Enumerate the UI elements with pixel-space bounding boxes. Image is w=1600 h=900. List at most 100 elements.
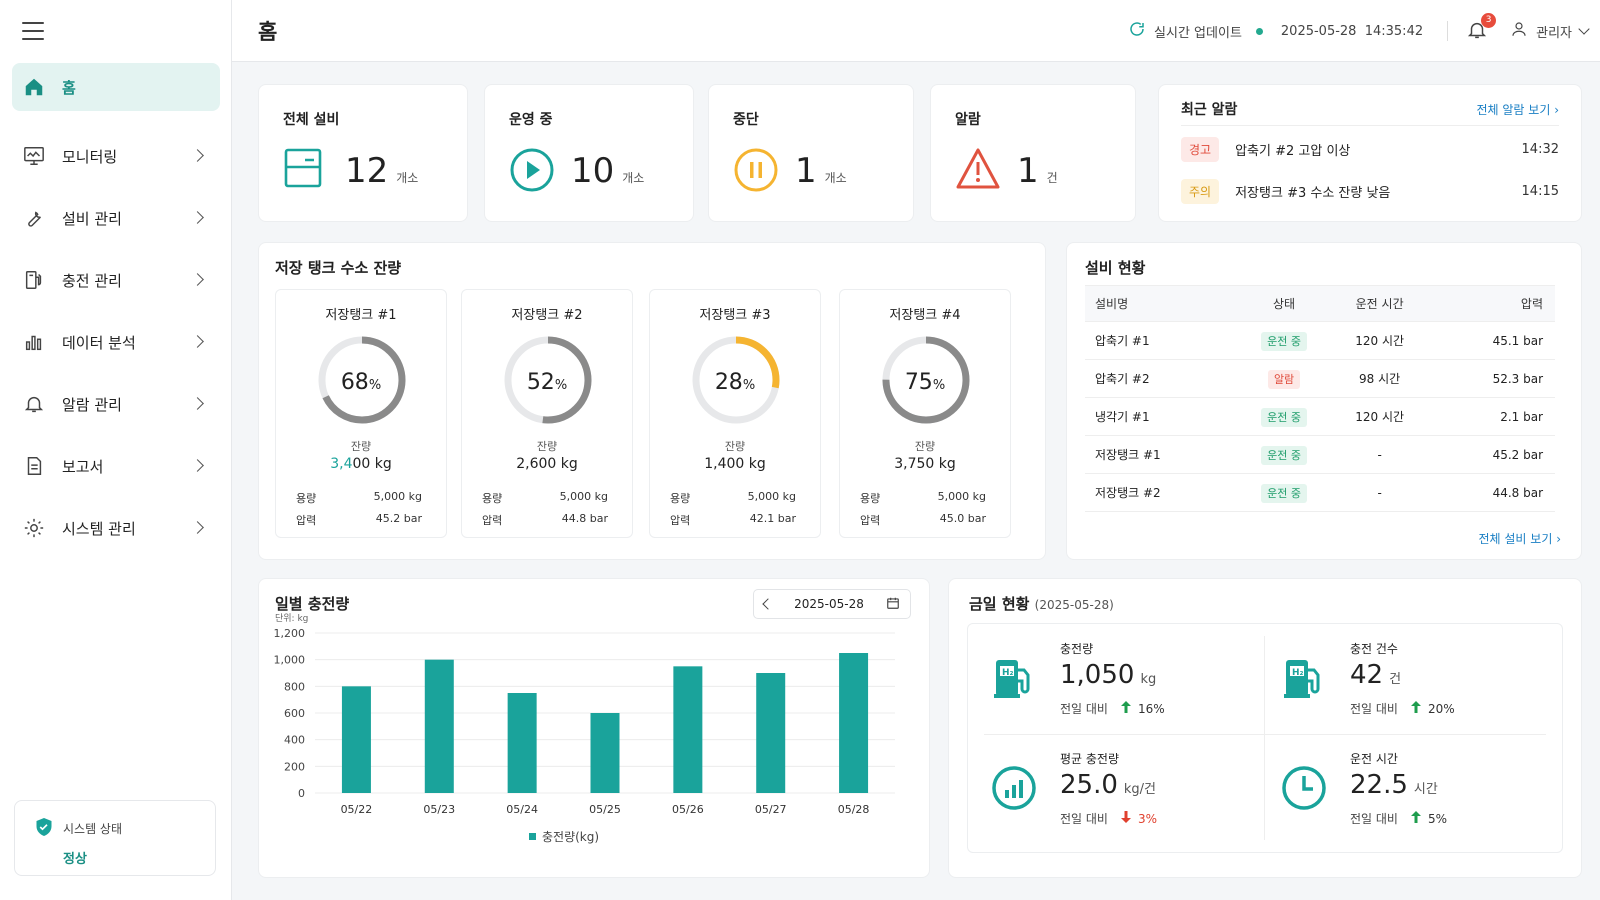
- menu-icon[interactable]: [22, 22, 44, 40]
- tank-percent: 52%: [526, 370, 568, 395]
- date-value: 2025-05-28: [794, 597, 864, 611]
- panel-title: 최근 알람: [1181, 102, 1238, 118]
- bar: [839, 653, 869, 793]
- tank-card[interactable]: 저장탱크 #4 75% 잔량 3,750 kg 용량 5,000 kg 압력 45.0 bar: [839, 289, 1011, 538]
- user-icon: [1510, 20, 1528, 42]
- system-status-value: 정상: [63, 852, 87, 867]
- view-all-equipment-link[interactable]: 전체 설비 보기 ›: [1478, 532, 1562, 546]
- table-row[interactable]: 압축기 #1 운전 중 120 시간 45.1 bar: [1085, 321, 1555, 360]
- bar-chart: 단위: kg 0 200 400 600 800 1,000 1,200 05/22 05/23 0…: [274, 613, 895, 844]
- shield-check-icon: [35, 817, 53, 840]
- alarm-message: 압축기 #2 고압 이상: [1235, 143, 1351, 159]
- remain-label: 잔량: [350, 440, 372, 453]
- stat-value: 1: [1017, 151, 1039, 191]
- equipment-icon: [283, 147, 329, 193]
- alarm-row[interactable]: 경고 압축기 #2 고압 이상 14:32: [1181, 135, 1559, 163]
- alarm-row[interactable]: 주의 저장탱크 #3 수소 잔량 낮음 14:15: [1181, 177, 1559, 205]
- system-status: 시스템 상태 정상: [14, 800, 216, 876]
- table-row[interactable]: 압축기 #2 알람 98 시간 52.3 bar: [1085, 359, 1555, 398]
- equipment-name: 압축기 #2: [1085, 359, 1238, 398]
- status-badge: 운전 중: [1261, 407, 1307, 427]
- refresh-icon[interactable]: [1128, 20, 1146, 42]
- x-tick-label: 05/22: [341, 803, 373, 816]
- panel-title: 저장 탱크 수소 잔량: [275, 259, 402, 277]
- sidebar-item-alarms[interactable]: 알람 관리: [0, 373, 232, 435]
- table-row[interactable]: 저장탱크 #1 운전 중 -45.2 bar: [1085, 435, 1555, 474]
- sidebar-item-analytics[interactable]: 데이터 분석: [0, 311, 232, 373]
- alarm-message: 저장탱크 #3 수소 잔량 낮음: [1235, 185, 1391, 201]
- capacity-row: 용량 5,000 kg: [296, 490, 422, 505]
- y-tick-label: 200: [284, 760, 305, 773]
- stat-unit: 개소: [824, 171, 847, 185]
- table-row[interactable]: 냉각기 #1 운전 중 120 시간 2.1 bar: [1085, 397, 1555, 436]
- chevron-right-icon: [191, 521, 204, 534]
- sidebar-item-charging[interactable]: 충전 관리: [0, 249, 232, 311]
- stat-card-total[interactable]: 전체 설비 12 개소: [258, 84, 468, 222]
- x-tick-label: 05/28: [838, 803, 870, 816]
- panel-title: 금일 현황 (2025-05-28): [969, 595, 1114, 613]
- bar: [756, 673, 786, 793]
- realtime-label: 실시간 업데이트: [1154, 25, 1242, 41]
- tank-card[interactable]: 저장탱크 #1 68% 잔량 3,400 kg 용량 5,000 kg 압력 45.2 bar: [275, 289, 447, 538]
- remain-value: 3,750 kg: [894, 456, 956, 472]
- divider: [1447, 21, 1449, 41]
- equipment-table: 설비명 상태 운전 시간 압력 압축기 #1 운전 중 120 시간 45.1 bar…: [1085, 285, 1555, 512]
- stat-label: 중단: [733, 112, 759, 128]
- pause-icon: [733, 147, 779, 193]
- remain-value: 2,600 kg: [516, 456, 578, 472]
- remain-value: 3,400 kg: [330, 456, 392, 472]
- user-menu[interactable]: 관리자: [1536, 25, 1572, 41]
- gauge-chart-icon: [990, 764, 1038, 812]
- arrow-up-icon: [1410, 700, 1422, 717]
- tank-name: 저장탱크 #3: [699, 308, 771, 323]
- today-panel: 금일 현황 (2025-05-28) H₂ 충전량 1,050 kg 전일 대비 16% H…: [948, 578, 1582, 878]
- stat-card-stopped[interactable]: 중단 1 개소: [708, 84, 914, 222]
- run-hours: 120 시간: [1330, 397, 1429, 436]
- view-all-alarms-link[interactable]: 전체 알람 보기 ›: [1476, 103, 1560, 117]
- panel-title: 설비 현황: [1085, 259, 1146, 277]
- remain-value: 1,400 kg: [704, 456, 766, 472]
- sidebar-item-monitoring[interactable]: 모니터링: [0, 125, 232, 187]
- clock-icon: [1280, 764, 1328, 812]
- chevron-right-icon: [191, 397, 204, 410]
- home-icon: [22, 75, 46, 99]
- sidebar-item-home[interactable]: 홈: [12, 63, 220, 111]
- chevron-down-icon[interactable]: [1578, 23, 1590, 35]
- unit-note: 단위: kg: [275, 613, 308, 624]
- tank-gauge: [504, 336, 592, 424]
- today-label: 운전 시간: [1350, 752, 1398, 766]
- wrench-icon: [22, 206, 46, 230]
- today-value: 25.0 kg/건: [1060, 770, 1157, 800]
- date-picker[interactable]: 2025-05-28: [753, 589, 911, 619]
- pressure-row: 압력 42.1 bar: [670, 512, 796, 527]
- tank-percent: 68%: [340, 370, 382, 395]
- x-tick-label: 05/23: [423, 803, 455, 816]
- calendar-icon[interactable]: [886, 596, 900, 613]
- sidebar-nav: 홈 모니터링 설비 관리 충전 관리 데이터 분석 알람 관리: [0, 63, 232, 559]
- monitor-icon: [22, 144, 46, 168]
- sidebar-item-label: 충전 관리: [62, 271, 122, 290]
- status-badge: 운전 중: [1261, 331, 1307, 351]
- play-icon: [509, 147, 555, 193]
- sidebar-item-system[interactable]: 시스템 관리: [0, 497, 232, 559]
- capacity-row: 용량 5,000 kg: [860, 490, 986, 505]
- stat-card-running[interactable]: 운영 중 10 개소: [484, 84, 694, 222]
- sidebar-item-equipment[interactable]: 설비 관리: [0, 187, 232, 249]
- bar: [507, 693, 537, 793]
- tank-card[interactable]: 저장탱크 #3 28% 잔량 1,400 kg 용량 5,000 kg 압력 42.1 bar: [649, 289, 821, 538]
- stat-label: 전체 설비: [283, 112, 340, 128]
- x-tick-label: 05/25: [589, 803, 621, 816]
- stat-unit: 개소: [396, 171, 419, 185]
- arrow-up-icon: [1410, 810, 1422, 827]
- today-compare: 전일 대비 5%: [1350, 810, 1448, 827]
- notification-button[interactable]: 3: [1466, 13, 1497, 43]
- panel-date: (2025-05-28): [1034, 598, 1114, 612]
- tank-card[interactable]: 저장탱크 #2 52% 잔량 2,600 kg 용량 5,000 kg 압력 44.8 bar: [461, 289, 633, 538]
- bar: [424, 659, 454, 793]
- sidebar-item-reports[interactable]: 보고서: [0, 435, 232, 497]
- stat-unit: 개소: [622, 171, 645, 185]
- notification-badge: 3: [1481, 13, 1497, 28]
- today-stat: 운전 시간 22.5 시간 전일 대비 5%: [1258, 734, 1548, 844]
- table-row[interactable]: 저장탱크 #2 운전 중 -44.8 bar: [1085, 473, 1555, 512]
